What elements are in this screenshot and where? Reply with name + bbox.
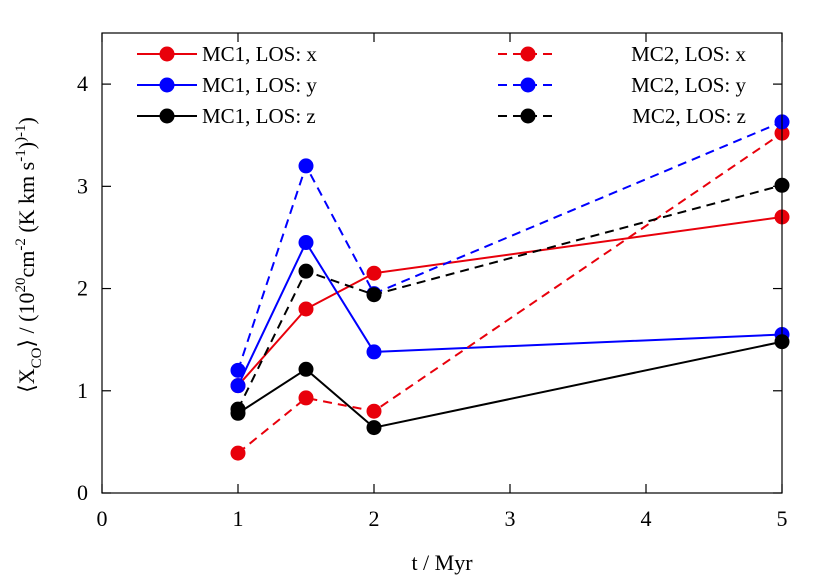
x-tick-label: 2	[369, 506, 380, 531]
y-label-sub: CO	[29, 347, 45, 368]
y-tick-label: 1	[77, 378, 88, 403]
series-line	[237, 340, 783, 429]
axis-ticks: 0 1 2 3 4 5 0 1 2 3 4	[77, 33, 788, 531]
data-point	[366, 420, 382, 436]
data-point	[230, 378, 246, 394]
data-point	[366, 344, 382, 360]
y-axis-label: ⟨XCO⟩ / (1020cm-2 (K km s-1))-1)	[13, 117, 45, 393]
series-line	[237, 132, 783, 454]
x-tick-label: 3	[505, 506, 516, 531]
legend-marker	[520, 77, 536, 93]
legend-label: MC2, LOS: y	[631, 73, 746, 97]
data-point	[298, 361, 314, 377]
data-point	[298, 235, 314, 251]
series-line	[237, 121, 783, 371]
legend-label: MC2, LOS: x	[631, 42, 746, 66]
data-point	[366, 265, 382, 281]
y-tick-label: 0	[77, 480, 88, 505]
data-point	[366, 287, 382, 303]
x-tick-label: 0	[97, 506, 108, 531]
y-label-sup: 20	[13, 278, 29, 293]
legend-marker	[520, 108, 536, 124]
plot-frame	[101, 32, 783, 494]
data-point	[298, 263, 314, 279]
y-label-sup: )-1	[13, 124, 29, 142]
y-label-sup: -2	[13, 238, 29, 251]
legend: MC1, LOS: x MC1, LOS: y MC1, LOS: z MC2, LO…	[137, 42, 746, 128]
data-point	[298, 390, 314, 406]
series-line	[237, 216, 783, 387]
series-line	[237, 184, 783, 410]
legend-label: MC1, LOS: z	[202, 104, 316, 128]
x-tick-label: 4	[641, 506, 652, 531]
x-axis-label: t / Myr	[411, 550, 473, 575]
y-tick-label: 2	[77, 276, 88, 301]
legend-marker	[159, 46, 175, 62]
legend-label: MC2, LOS: z	[632, 104, 746, 128]
data-point	[298, 158, 314, 174]
legend-marker	[159, 108, 175, 124]
legend-label: MC1, LOS: x	[202, 42, 317, 66]
y-label-part: (K km s	[14, 162, 39, 238]
series-line	[237, 241, 783, 387]
x-tick-label: 1	[233, 506, 244, 531]
legend-marker	[520, 46, 536, 62]
y-label-part: )	[14, 117, 39, 124]
legend-marker	[159, 77, 175, 93]
y-label-sup: -1	[13, 149, 29, 162]
data-point	[298, 301, 314, 317]
y-label-part: cm	[14, 251, 39, 278]
y-tick-label: 4	[77, 71, 88, 96]
y-tick-label: 3	[77, 173, 88, 198]
data-point	[230, 401, 246, 417]
plot-area	[230, 114, 790, 461]
data-point	[230, 362, 246, 378]
y-label-part: ⟩ / (10	[14, 293, 39, 348]
x-tick-label: 5	[777, 506, 788, 531]
legend-label: MC1, LOS: y	[202, 73, 317, 97]
y-label-part: ⟨X	[14, 368, 39, 393]
data-point	[366, 403, 382, 419]
data-point	[230, 445, 246, 461]
y-label-part: )	[14, 142, 39, 149]
